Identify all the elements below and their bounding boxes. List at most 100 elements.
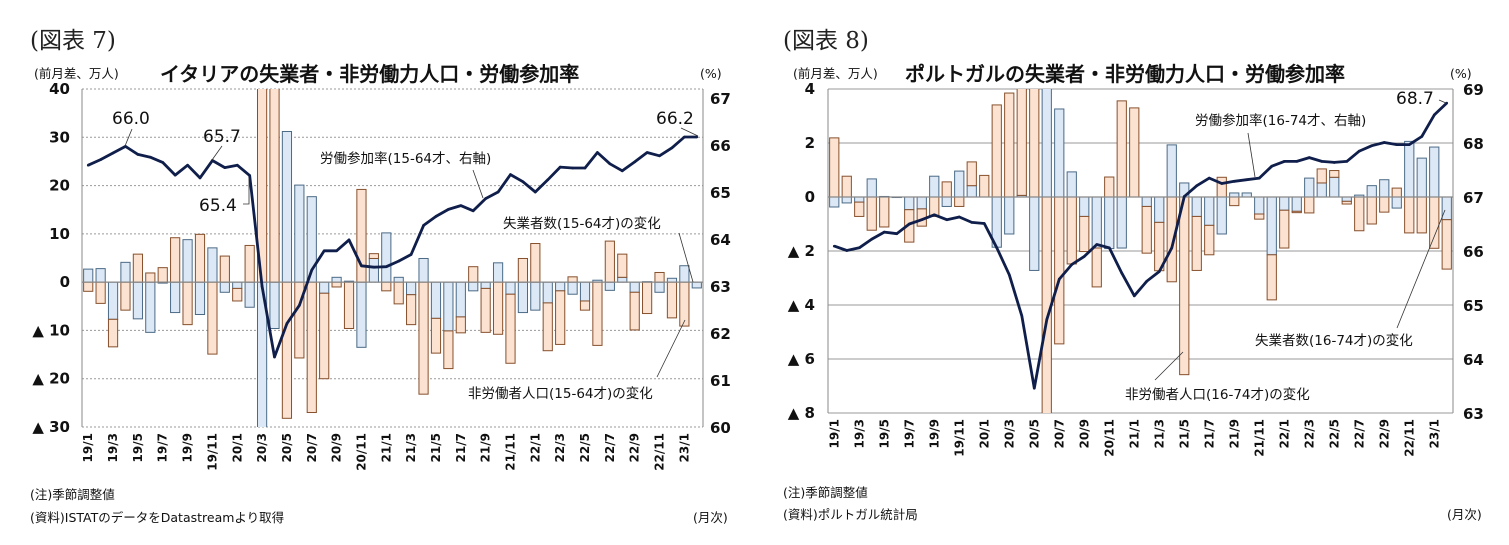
inactive-label: 非労働者人口(15-64才)の変化 [468,385,653,402]
bar-unemployed [1441,196,1452,221]
bar-inactive [306,281,317,414]
bar-inactive [1129,107,1140,198]
bar-inactive [455,316,466,334]
bar-inactive [443,330,454,370]
note-seasonal: (注)季節調整値 [30,487,115,502]
y2-tick-label: 64 [1463,351,1484,369]
leader-line [1154,351,1184,381]
bar-unemployed [194,281,206,315]
bar-inactive [1191,215,1202,271]
x-tick-label: 21/5 [1177,419,1191,448]
x-tick-label: 22/7 [603,433,617,462]
left-axis-unit: (前月差、万人) [793,66,878,81]
y2-tick-label: 64 [710,231,731,249]
bar-unemployed [480,281,491,289]
participation-rate-point [447,208,450,211]
participation-rate-point [1307,156,1311,159]
participation-rate-point [645,151,649,154]
x-tick-label: 19/7 [902,419,916,448]
bar-unemployed [505,281,516,295]
y-tick-label: ▲ 2 [788,242,815,260]
y2-tick-label: 62 [710,325,731,343]
bar-inactive [83,281,94,292]
participation-rate-point [471,209,475,213]
bar-inactive [617,253,628,278]
bar-unemployed [1166,144,1177,198]
bar-inactive [1379,196,1390,213]
leader-line [680,127,699,137]
bar-unemployed [244,281,255,308]
participation-rate-point [173,173,177,177]
annotation-68-7: 68.7 [1396,89,1434,109]
bar-unemployed [393,276,404,283]
participation-rate-point [223,166,227,169]
bar-inactive [530,243,541,283]
y-tick-label: ▲ 30 [32,418,70,436]
bar-inactive [170,237,181,283]
participation-rate-point [1232,180,1236,183]
participation-rate-point [1295,160,1299,163]
y-tick-label: ▲ 6 [788,350,815,368]
bar-unemployed [1054,108,1065,198]
bar-unemployed [916,196,927,210]
bar-unemployed [207,247,218,283]
bars [829,89,1452,413]
participation-rate-point [1270,164,1274,168]
participation-rate-point [1057,277,1061,281]
bar-inactive [829,137,840,198]
bar-unemployed [182,239,193,283]
bar-unemployed [854,196,865,203]
participation-rate-point [198,176,202,180]
chart-title: イタリアの失業者・非労働力人口・労働参加率 [160,62,579,86]
bar-unemployed [1341,196,1352,202]
unemployed-label: 失業者数(16-74才)の変化 [1255,332,1413,349]
bar-unemployed [1066,171,1077,198]
participation-rate-point [1407,143,1411,146]
y-tick-label: 0 [60,273,70,291]
bar-inactive [145,272,156,283]
participation-rate-point [360,264,363,268]
bar-unemployed [629,281,640,293]
leader-line [211,145,223,161]
participation-rate-point [186,163,189,167]
bar-inactive [979,174,990,198]
y-tick-label: 2 [805,134,815,152]
y-tick-label: 30 [49,128,70,146]
leader-line [678,232,694,283]
figure-label: (図表 8) [783,28,869,54]
participation-rate-point [260,285,264,288]
bar-unemployed [517,281,529,314]
bar-inactive [1391,187,1402,198]
bar-inactive [555,290,566,345]
y2-tick-label: 60 [710,419,731,437]
bar-unemployed [841,196,852,204]
bar-unemployed [941,196,952,207]
participation-rate-point [608,162,612,166]
x-tick-label: 20/5 [280,433,294,462]
participation-rate-point [1095,243,1099,246]
x-tick-label: 20/5 [1027,419,1041,448]
x-tick-label: 22/9 [1377,419,1391,448]
x-tick-label: 20/3 [1002,419,1016,448]
x-tick-label: 20/11 [1102,419,1116,457]
participation-rate-point [882,230,886,234]
bar-inactive [1429,196,1440,249]
bar-unemployed [1079,196,1090,217]
bar-inactive [157,267,168,283]
participation-rate-point [857,246,861,250]
participation-rate-point [434,215,438,218]
italy-plot: 40 30 20 10 0 ▲ 10 ▲ 20 ▲ 30 67 66 65 64 63 62 61 60 19/… [32,80,731,471]
bar-unemployed [281,130,293,283]
participation-rate-point [422,224,425,227]
bar-inactive [629,291,640,331]
participation-rate-point [670,146,674,150]
bar-unemployed [542,281,553,304]
participation-rate-point [273,355,276,359]
bar-inactive [1366,196,1377,225]
portugal-chart: (図表 8) (前月差、万人) ポルトガルの失業者・非労働力人口・労働参加率 (… [783,28,1484,522]
bar-unemployed [1004,196,1015,235]
bar-unemployed [1029,196,1040,271]
bar-inactive [1116,100,1127,198]
x-tick-label: 20/9 [330,433,344,462]
